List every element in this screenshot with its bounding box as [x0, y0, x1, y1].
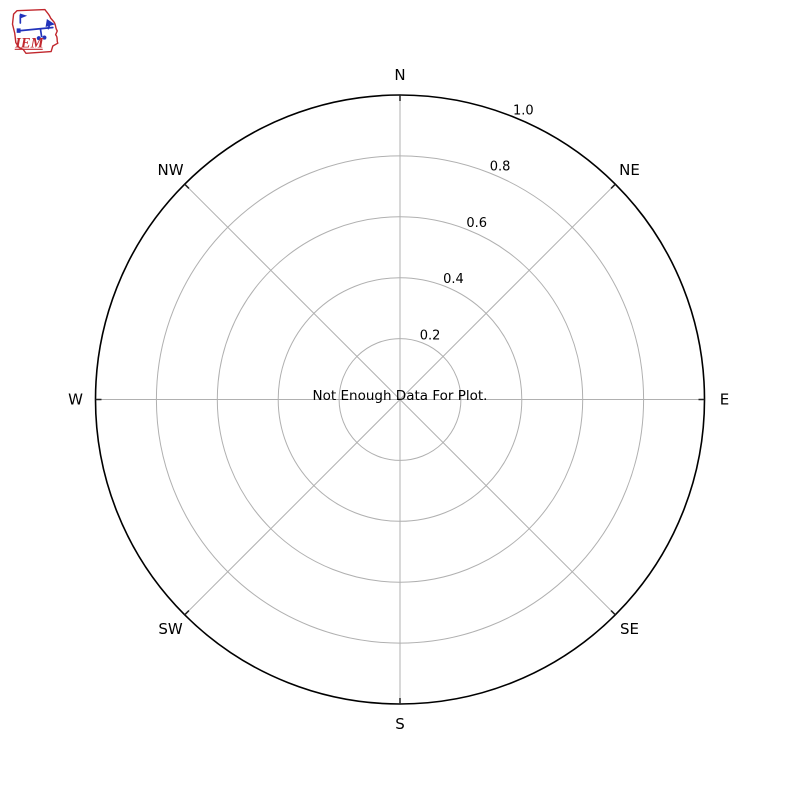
- spoke-SW: [184, 399, 401, 616]
- direction-label-SW: SW: [158, 620, 183, 638]
- iem-logo: IEM: [11, 8, 59, 54]
- direction-label-NW: NW: [158, 161, 184, 179]
- grid-ring-0.2: [338, 338, 462, 461]
- spoke-NE: [399, 183, 616, 400]
- direction-label-W: W: [68, 391, 83, 409]
- grid-ring-0.8: [155, 155, 645, 644]
- radial-tick-label-1.0: 1.0: [513, 103, 534, 118]
- direction-label-N: N: [394, 66, 405, 84]
- radial-tick-label-0.8: 0.8: [490, 160, 511, 175]
- direction-label-E: E: [720, 391, 729, 409]
- direction-label-SE: SE: [620, 620, 639, 638]
- radial-tick-label-0.6: 0.6: [466, 216, 487, 231]
- theta-tick-SE: [610, 610, 616, 616]
- radial-tick-label-0.4: 0.4: [443, 272, 464, 287]
- theta-tick-NW: [184, 183, 190, 189]
- iowa-outline: [11, 8, 59, 54]
- direction-label-NE: NE: [619, 161, 640, 179]
- iem-logo-text: IEM: [14, 36, 44, 52]
- theta-tick-SW: [184, 610, 190, 616]
- theta-tick-NE: [610, 183, 616, 189]
- direction-label-S: S: [395, 715, 405, 733]
- no-data-annotation: Not Enough Data For Plot.: [312, 388, 488, 404]
- spoke-SE: [399, 399, 616, 616]
- grid-ring-0.6: [216, 216, 584, 583]
- spoke-NW: [184, 183, 401, 400]
- radial-tick-label-0.2: 0.2: [420, 328, 441, 343]
- weather-vane-icon: [16, 13, 55, 41]
- grid-ring-0.4: [277, 277, 523, 522]
